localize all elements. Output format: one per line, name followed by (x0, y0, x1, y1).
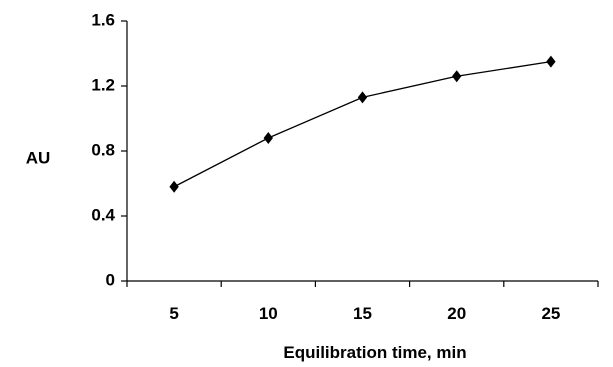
y-tick-label: 0.8 (91, 140, 115, 159)
data-point-marker (357, 91, 368, 104)
y-axis-title: AU (26, 148, 51, 167)
series-line (173, 60, 551, 188)
data-point-marker (546, 55, 556, 68)
x-axis-title: Equilibration time, min (283, 343, 466, 362)
data-point-marker (169, 180, 179, 193)
data-point-marker (452, 70, 462, 83)
x-tick-label: 10 (259, 304, 278, 323)
data-point-marker (263, 132, 273, 144)
y-tick-label: 0 (106, 270, 115, 289)
y-tick-group: 0 0.4 0.8 1.2 1.6 (91, 10, 127, 289)
y-tick-label: 0.4 (91, 205, 115, 224)
y-tick-label: 1.6 (91, 10, 115, 29)
axes (126, 21, 598, 282)
x-tick-label: 5 (169, 304, 178, 323)
x-tick-label: 25 (541, 304, 560, 323)
x-tick-group: 5 10 15 20 25 (126, 281, 599, 323)
x-tick-label: 20 (447, 304, 466, 323)
y-tick-label: 1.2 (91, 75, 115, 94)
x-tick-label: 15 (353, 304, 372, 323)
series-group (169, 55, 556, 193)
